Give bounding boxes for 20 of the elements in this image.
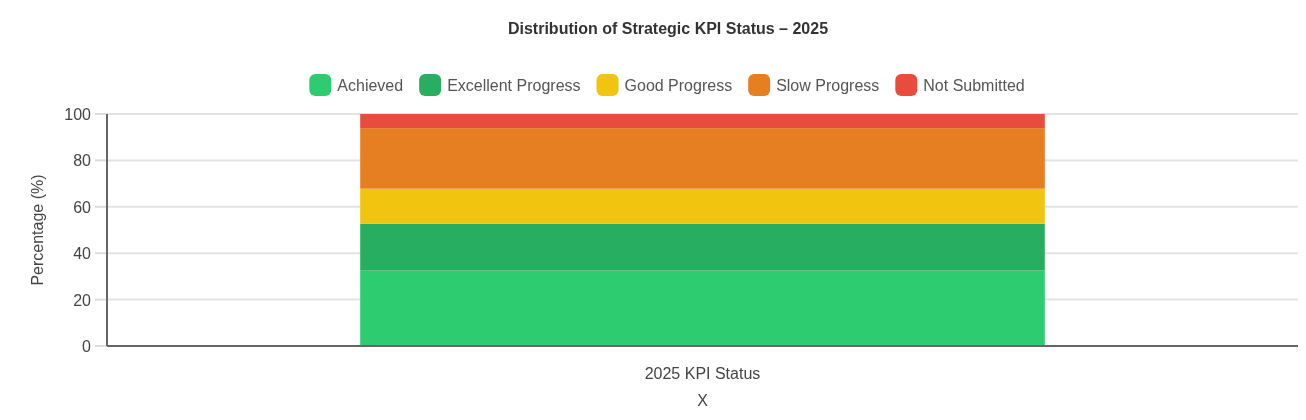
y-axis-title: Percentage (%): [29, 174, 46, 286]
x-tick-label: 2025 KPI Status: [644, 365, 761, 382]
bar: [360, 128, 1045, 189]
y-tick-label: 40: [73, 245, 92, 263]
legend-label: Good Progress: [624, 77, 733, 94]
legend-label: Excellent Progress: [447, 77, 581, 94]
bar: [360, 270, 1045, 346]
x-axis-title: X: [697, 392, 709, 409]
y-tick-label: 20: [73, 291, 92, 309]
legend-label: Slow Progress: [776, 77, 880, 94]
bar: [360, 223, 1045, 271]
y-tick-label: 80: [73, 152, 92, 170]
bar: [360, 114, 1045, 129]
y-tick-label: 60: [73, 198, 92, 216]
chart-title: Distribution of Strategic KPI Status – 2025: [507, 20, 829, 37]
y-tick-label: 0: [82, 338, 92, 355]
bar: [360, 188, 1045, 224]
y-tick-label: 100: [64, 106, 92, 123]
legend-label: Not Submitted: [923, 77, 1025, 94]
legend-label: Achieved: [337, 77, 404, 94]
